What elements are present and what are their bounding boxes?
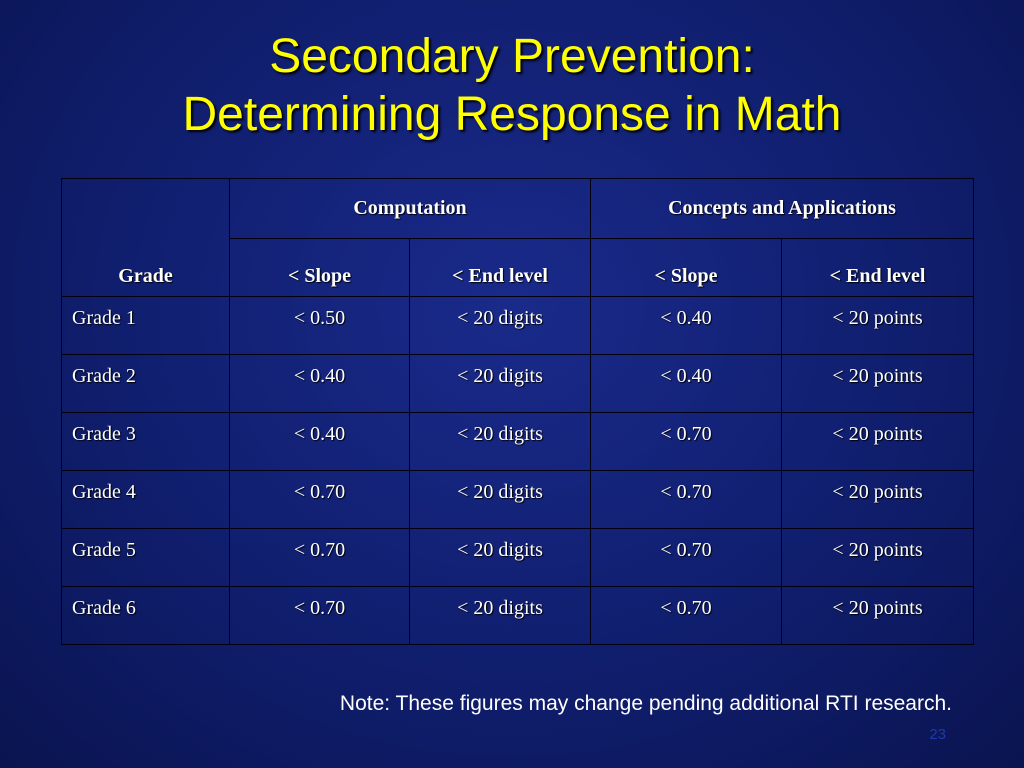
table-cell: < 0.70 bbox=[590, 412, 783, 471]
table-cell: < 20 points bbox=[781, 528, 975, 587]
group-header-computation: Computation bbox=[228, 178, 592, 239]
grade-cell: Grade 4 bbox=[61, 470, 230, 529]
table-cell: < 20 digits bbox=[408, 354, 592, 413]
grade-cell: Grade 1 bbox=[61, 296, 230, 355]
subheader-computation-end-level: < End level bbox=[408, 238, 592, 297]
table-cell: < 0.70 bbox=[229, 528, 410, 587]
grade-cell: Grade 5 bbox=[61, 528, 230, 587]
table-cell: < 20 points bbox=[781, 296, 975, 355]
table-cell: < 20 points bbox=[781, 586, 975, 645]
table-cell: < 0.40 bbox=[229, 412, 410, 471]
grade-cell: Grade 2 bbox=[61, 354, 230, 413]
table-cell: < 20 digits bbox=[408, 470, 592, 529]
table-row: Grade 6 < 0.70 < 20 digits < 0.70 < 20 p… bbox=[61, 586, 975, 645]
table-cell: < 0.70 bbox=[229, 586, 410, 645]
table-cell: < 0.40 bbox=[590, 354, 783, 413]
table-row: Grade 4 < 0.70 < 20 digits < 0.70 < 20 p… bbox=[61, 470, 975, 529]
table-cell: < 20 points bbox=[781, 470, 975, 529]
subheader-computation-slope: < Slope bbox=[229, 238, 410, 297]
subheader-concepts-end-level: < End level bbox=[781, 238, 975, 297]
table-cell: < 0.50 bbox=[229, 296, 410, 355]
table-cell: < 20 points bbox=[781, 412, 975, 471]
table-row: Grade 3 < 0.40 < 20 digits < 0.70 < 20 p… bbox=[61, 412, 975, 471]
table-cell: < 20 digits bbox=[408, 296, 592, 355]
table-group-header-row: Grade Computation Concepts and Applicati… bbox=[61, 178, 975, 297]
table-cell: < 0.70 bbox=[229, 470, 410, 529]
group-header-concepts-applications: Concepts and Applications bbox=[590, 178, 975, 239]
table-cell: < 0.70 bbox=[590, 470, 783, 529]
table-subheader-row: < Slope < End level < Slope < End level bbox=[62, 238, 975, 297]
table-row: Grade 2 < 0.40 < 20 digits < 0.40 < 20 p… bbox=[61, 354, 975, 413]
table-cell: < 20 points bbox=[781, 354, 975, 413]
table-cell: < 0.40 bbox=[229, 354, 410, 413]
table-cell: < 0.40 bbox=[590, 296, 783, 355]
grade-cell: Grade 6 bbox=[61, 586, 230, 645]
slide-title-line-1: Secondary Prevention: bbox=[269, 30, 755, 83]
table-cell: < 0.70 bbox=[590, 528, 783, 587]
table-cell: < 20 digits bbox=[408, 586, 592, 645]
subheader-concepts-slope: < Slope bbox=[590, 238, 783, 297]
table-row: Grade 1 < 0.50 < 20 digits < 0.40 < 20 p… bbox=[61, 296, 975, 355]
slide-title: Secondary Prevention: Determining Respon… bbox=[0, 28, 1024, 144]
page-number: 23 bbox=[929, 726, 946, 743]
slide-title-line-2: Determining Response in Math bbox=[182, 88, 842, 141]
table-cell: < 20 digits bbox=[408, 412, 592, 471]
footnote: Note: These figures may change pending a… bbox=[339, 692, 952, 715]
grade-column-header: Grade bbox=[61, 178, 230, 297]
table-cell: < 20 digits bbox=[408, 528, 592, 587]
table-cell: < 0.70 bbox=[590, 586, 783, 645]
criteria-table: Grade Computation Concepts and Applicati… bbox=[61, 178, 975, 645]
table-row: Grade 5 < 0.70 < 20 digits < 0.70 < 20 p… bbox=[61, 528, 975, 587]
grade-cell: Grade 3 bbox=[61, 412, 230, 471]
